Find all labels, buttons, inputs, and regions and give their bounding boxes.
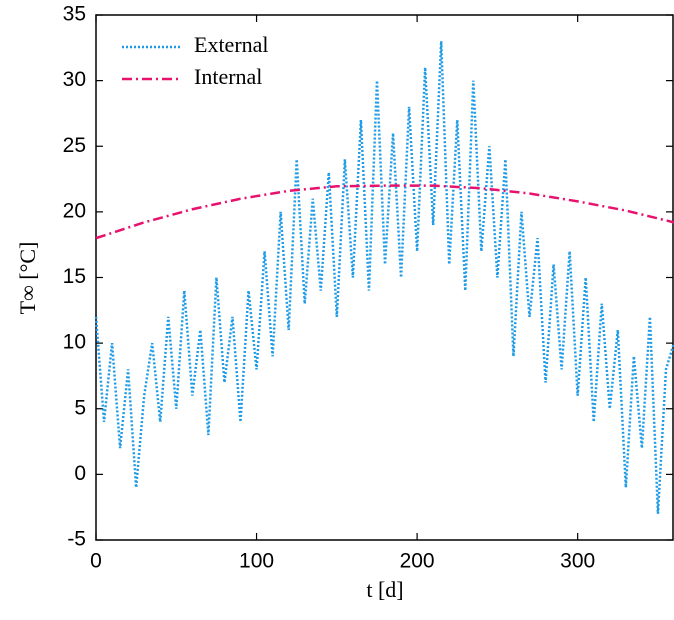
y-tick-label: 25 bbox=[63, 134, 86, 157]
series-line bbox=[94, 41, 674, 514]
x-tick-label: 100 bbox=[239, 550, 274, 573]
series-line bbox=[95, 184, 674, 240]
x-tick-label: 200 bbox=[400, 550, 435, 573]
y-tick-label: 35 bbox=[63, 3, 86, 26]
x-tick-label: 300 bbox=[560, 550, 595, 573]
plot-frame bbox=[95, 14, 674, 541]
x-tick-label: 0 bbox=[90, 550, 102, 573]
y-tick-label: -5 bbox=[67, 528, 86, 551]
y-tick-label: 10 bbox=[63, 331, 86, 354]
y-tick-label: 20 bbox=[63, 199, 86, 222]
y-tick-label: 15 bbox=[63, 265, 86, 288]
legend-label: External bbox=[194, 32, 269, 57]
y-tick-label: 5 bbox=[74, 396, 86, 419]
y-tick-label: 0 bbox=[74, 462, 86, 485]
x-axis-label: t [d] bbox=[366, 577, 403, 602]
legend-label: Internal bbox=[194, 64, 262, 89]
y-tick-label: 30 bbox=[63, 68, 86, 91]
y-axis-label: T∞ [°C] bbox=[15, 242, 40, 315]
